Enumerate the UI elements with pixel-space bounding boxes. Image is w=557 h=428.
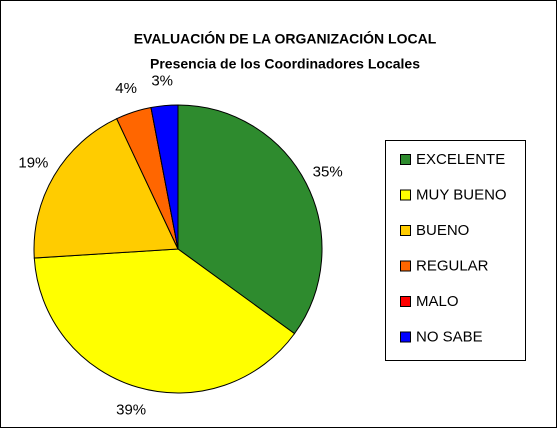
legend-box (385, 140, 526, 361)
data-label: 3% (151, 73, 173, 90)
legend-label: MUY BUENO (416, 186, 507, 203)
legend-swatch (400, 225, 411, 236)
data-label: 19% (18, 154, 48, 171)
legend-label: MALO (416, 293, 459, 310)
legend-swatch (400, 189, 411, 201)
data-label: 4% (115, 80, 137, 97)
legend-label: NO SABE (416, 328, 483, 345)
pie-slice (177, 104, 323, 335)
legend-label: EXCELENTE (416, 151, 505, 168)
pie-slice (33, 248, 296, 394)
legend-label: REGULAR (416, 257, 489, 274)
legend-swatch (400, 260, 411, 272)
data-label: 35% (313, 164, 343, 181)
legend-swatch (400, 331, 411, 343)
data-label: 39% (116, 401, 146, 418)
legend-swatch (400, 154, 411, 165)
legend-swatch (400, 296, 411, 307)
legend-label: BUENO (416, 222, 469, 239)
chart-subtitle: Presencia de los Coordinadores Locales (150, 56, 420, 72)
chart-title: EVALUACIÓN DE LA ORGANIZACIÓN LOCAL (134, 30, 437, 47)
pie-slice (150, 104, 179, 250)
pie-slice (33, 118, 179, 259)
